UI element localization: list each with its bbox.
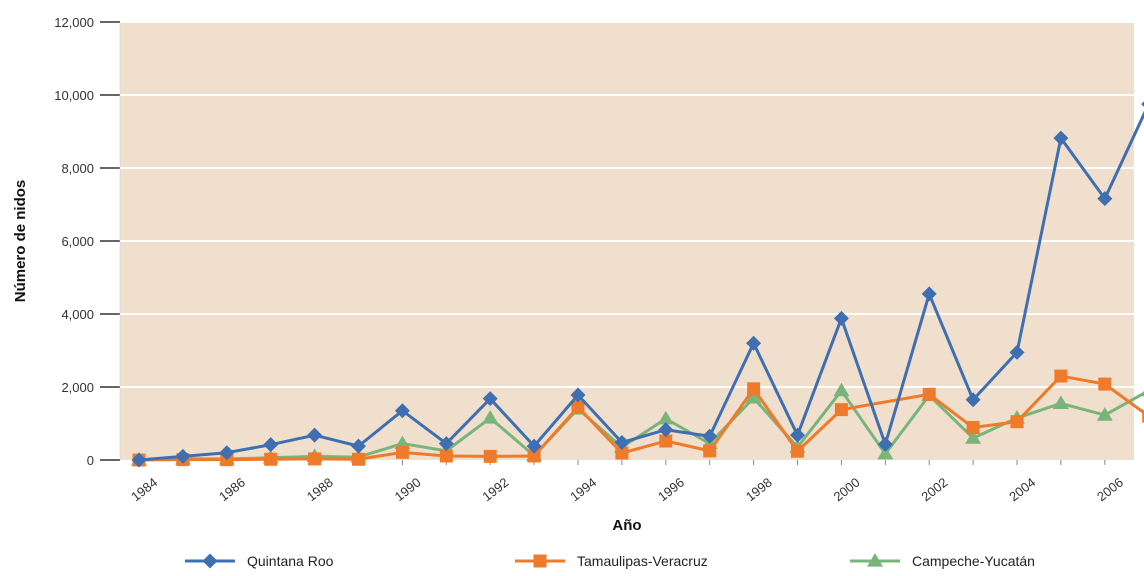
legend-item: Tamaulipas-Veracruz — [515, 553, 708, 569]
data-point — [921, 286, 937, 302]
data-point — [1010, 415, 1024, 429]
x-tick-label: 2004 — [1006, 475, 1038, 505]
series-line — [138, 110, 1144, 462]
data-point — [877, 436, 893, 452]
data-point — [482, 410, 499, 424]
data-point — [1096, 407, 1113, 421]
data-point — [1140, 390, 1144, 397]
legend-label: Tamaulipas-Veracruz — [577, 553, 708, 569]
data-point — [1097, 191, 1113, 207]
x-tick-label: 1992 — [479, 475, 511, 505]
data-point — [966, 421, 980, 435]
x-tick-label: 1984 — [128, 475, 160, 505]
data-point — [965, 430, 982, 444]
data-point — [571, 400, 585, 414]
data-point — [175, 448, 191, 464]
series-line — [138, 389, 1144, 462]
data-point — [657, 410, 674, 425]
data-point — [1142, 409, 1144, 423]
data-point — [834, 403, 848, 417]
y-tick-label: 8,000 — [61, 161, 94, 176]
data-point — [867, 553, 883, 567]
x-tick-label: 1994 — [567, 475, 599, 505]
legend-label: Quintana Roo — [247, 553, 334, 569]
legend-item: Campeche-Yucatán — [850, 553, 1035, 569]
data-point — [702, 428, 718, 444]
data-point — [439, 449, 453, 463]
data-point — [659, 434, 673, 448]
data-point — [615, 446, 629, 460]
data-point — [131, 452, 147, 468]
x-tick-label: 1998 — [743, 475, 775, 505]
x-tick-label: 2002 — [918, 475, 950, 505]
data-point — [746, 335, 762, 351]
gridlines — [120, 21, 1134, 388]
data-point — [483, 449, 497, 463]
series-lines — [131, 101, 1144, 468]
y-axis: 0 2,000 4,000 6,000 8,000 10,000 12,000 — [54, 15, 121, 468]
x-tick-label: 1988 — [304, 475, 336, 505]
data-point — [1098, 377, 1112, 391]
data-point — [527, 449, 541, 463]
data-point — [395, 445, 409, 459]
data-point — [833, 310, 849, 326]
data-point — [438, 436, 454, 452]
y-tick-label: 10,000 — [54, 88, 94, 103]
data-point — [570, 387, 586, 403]
data-point — [352, 452, 365, 466]
data-point — [747, 382, 761, 396]
data-point — [791, 444, 804, 458]
data-point — [394, 403, 410, 419]
data-point — [1053, 130, 1069, 146]
data-point — [351, 438, 366, 454]
data-point — [745, 389, 762, 404]
data-point — [790, 427, 805, 443]
data-point — [965, 392, 981, 408]
data-point — [922, 387, 936, 401]
data-point — [658, 422, 674, 438]
data-point — [308, 452, 322, 466]
data-point — [533, 554, 547, 568]
data-point — [202, 553, 218, 569]
data-point — [219, 445, 235, 461]
data-point — [394, 435, 411, 450]
data-point — [482, 391, 498, 407]
y-axis-title: Número de nidos — [12, 180, 29, 303]
x-axis: 1984 1986 1988 1990 1992 1994 1996 1998 2000 2002… — [128, 460, 1126, 505]
data-point — [703, 444, 717, 458]
data-point — [263, 437, 279, 453]
data-point — [264, 452, 278, 466]
data-point — [833, 382, 850, 397]
y-tick-label: 12,000 — [54, 15, 94, 30]
y-tick-label: 6,000 — [61, 234, 94, 249]
data-point — [526, 438, 542, 454]
series-1 — [132, 369, 1144, 467]
x-tick-label: 1996 — [655, 475, 687, 505]
series-0 — [131, 101, 1144, 468]
x-axis-title: Año — [612, 517, 641, 534]
data-point — [614, 434, 630, 450]
x-tick-label: 2006 — [1094, 475, 1126, 505]
legend-item: Quintana Roo — [185, 553, 334, 569]
data-point — [1054, 369, 1068, 383]
x-tick-label: 1986 — [216, 475, 248, 505]
legend-label: Campeche-Yucatán — [912, 553, 1035, 569]
y-tick-label: 2,000 — [61, 380, 94, 395]
y-tick-label: 0 — [87, 453, 94, 468]
x-tick-label: 1990 — [392, 475, 424, 505]
x-tick-label: 2000 — [831, 475, 863, 505]
data-point — [877, 445, 894, 460]
y-tick-label: 4,000 — [61, 307, 94, 322]
data-point — [1141, 101, 1144, 107]
data-point — [1009, 344, 1025, 360]
data-point — [307, 427, 323, 443]
legend: Quintana Roo Tamaulipas-Veracruz Campeche-… — [185, 553, 1035, 569]
data-point — [1052, 395, 1069, 410]
